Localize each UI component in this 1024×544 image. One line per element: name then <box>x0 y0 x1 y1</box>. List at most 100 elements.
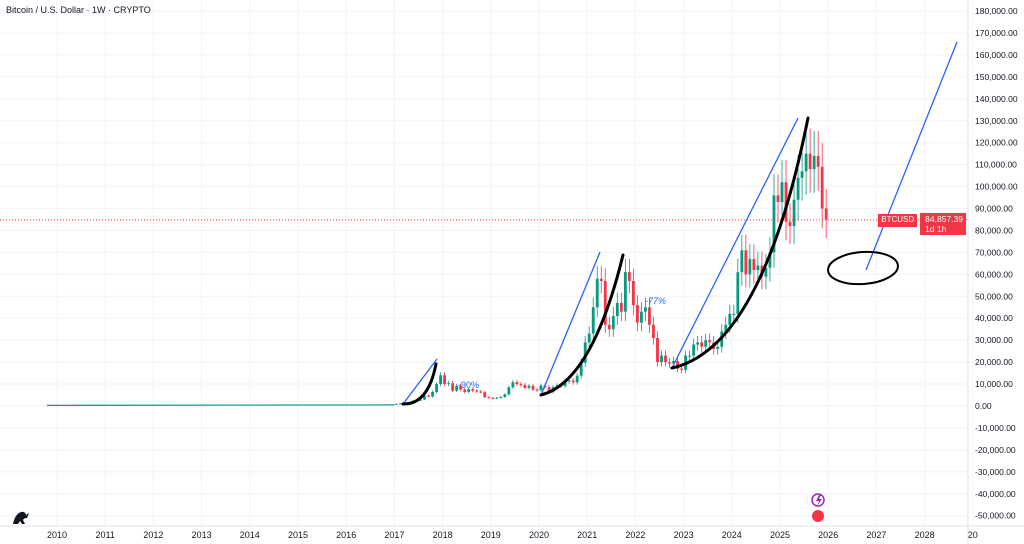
candle <box>623 272 627 312</box>
candle <box>812 155 816 170</box>
candle <box>744 250 748 275</box>
y-tick-label: 40,000.00 <box>975 313 1013 323</box>
price-box: 84,857.39 1d 1h <box>920 213 966 235</box>
candle <box>724 324 728 332</box>
y-tick-label: 80,000.00 <box>975 225 1013 235</box>
candle <box>788 221 792 227</box>
y-tick-label: 10,000.00 <box>975 379 1013 389</box>
candle <box>772 195 776 253</box>
candle <box>660 355 663 363</box>
y-tick-label: 130,000.00 <box>975 116 1018 126</box>
candle <box>728 313 732 325</box>
x-tick-label: 2010 <box>47 530 67 540</box>
candle <box>824 208 828 220</box>
candle <box>419 399 422 401</box>
y-tick-label: 100,000.00 <box>975 182 1018 192</box>
chart-title: Bitcoin / U.S. Dollar · 1W · CRYPTO <box>6 5 151 15</box>
x-tick-label: 2011 <box>96 530 115 540</box>
candle <box>800 171 804 178</box>
candle <box>676 361 679 369</box>
candle <box>792 199 796 227</box>
candle <box>636 305 639 323</box>
y-tick-label: -30,000.00 <box>975 467 1016 477</box>
y-tick-label: 0.00 <box>975 401 992 411</box>
candle <box>423 395 426 400</box>
y-tick-label: -20,000.00 <box>975 445 1016 455</box>
candle <box>467 389 471 392</box>
candle <box>708 340 712 343</box>
candle <box>595 278 599 308</box>
x-tick-label: 2016 <box>336 530 356 540</box>
candle <box>591 307 595 334</box>
x-tick-label: 2027 <box>866 530 886 540</box>
y-tick-label: 50,000.00 <box>975 291 1013 301</box>
candle <box>427 395 430 397</box>
candle <box>627 272 631 281</box>
candle <box>664 355 667 363</box>
candle <box>611 316 615 330</box>
x-tick-label: 2022 <box>625 530 645 540</box>
candle <box>716 346 720 349</box>
candle <box>732 313 736 315</box>
candle <box>583 342 587 363</box>
candle <box>652 324 655 338</box>
candle <box>511 382 515 388</box>
candle <box>535 389 539 391</box>
candle <box>603 280 607 325</box>
x-tick-label: 2018 <box>433 530 453 540</box>
lightning-glyph <box>816 495 822 506</box>
candle <box>607 324 611 330</box>
x-tick-label: 2028 <box>915 530 935 540</box>
candle <box>531 385 535 390</box>
last-price-tag: BTCUSD 84,857.39 1d 1h <box>878 213 966 235</box>
candle <box>776 195 780 202</box>
y-tick-label: 120,000.00 <box>975 138 1018 148</box>
candle <box>435 384 438 392</box>
candle <box>587 333 591 343</box>
y-tick-label: 110,000.00 <box>975 160 1017 170</box>
candle <box>640 311 643 323</box>
symbol-label: BTCUSD <box>878 214 918 227</box>
x-tick-label: 2023 <box>674 530 694 540</box>
candle <box>599 278 603 281</box>
candle <box>515 382 519 385</box>
drawdown-label: -77% <box>645 296 666 306</box>
candle <box>700 342 704 347</box>
candle <box>539 385 543 391</box>
y-tick-label: 160,000.00 <box>975 50 1018 60</box>
y-tick-label: 60,000.00 <box>975 269 1013 279</box>
candle <box>495 397 499 399</box>
y-tick-label: 170,000.00 <box>975 28 1018 38</box>
candle <box>443 375 447 385</box>
candle <box>527 385 531 388</box>
candle <box>672 361 675 364</box>
candle <box>688 355 692 357</box>
candle <box>463 389 467 392</box>
candle <box>399 403 402 405</box>
candle <box>567 380 571 382</box>
candle <box>499 397 503 399</box>
candle <box>644 307 647 312</box>
trend-line <box>402 358 438 405</box>
candle <box>519 384 523 386</box>
x-tick-label: 2014 <box>240 530 260 540</box>
candle <box>696 342 700 345</box>
last-price: 84,857.39 <box>925 214 963 224</box>
candle <box>455 385 459 391</box>
candle <box>503 394 507 398</box>
candle <box>615 302 619 317</box>
candle <box>619 302 623 312</box>
candle <box>752 259 756 270</box>
y-tick-label: 30,000.00 <box>975 335 1013 345</box>
us-flag-icon <box>812 510 824 522</box>
candle <box>748 259 752 275</box>
x-tick-label: 2019 <box>481 530 501 540</box>
candle <box>768 252 772 268</box>
candle <box>475 390 479 392</box>
y-tick-label: 70,000.00 <box>975 247 1013 257</box>
candle <box>483 392 487 398</box>
y-tick-label: 20,000.00 <box>975 357 1013 367</box>
curve-drawing <box>539 253 625 397</box>
